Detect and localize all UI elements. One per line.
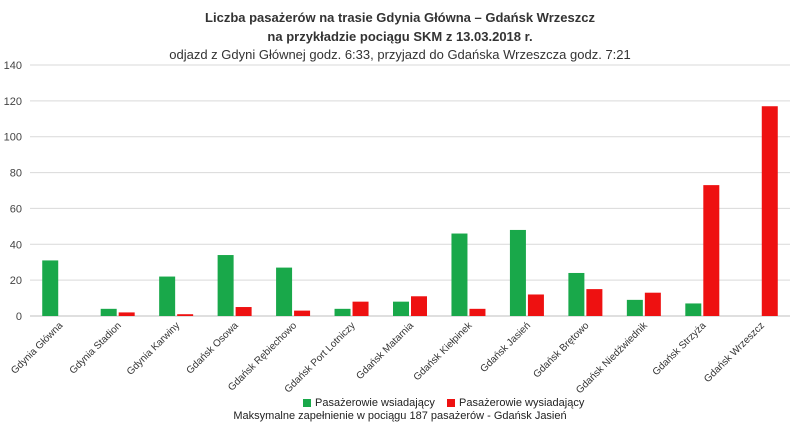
bar-boarding bbox=[334, 308, 351, 316]
legend-label-boarding: Pasażerowie wsiadający bbox=[315, 397, 435, 409]
legend-swatch-alighting bbox=[447, 399, 455, 407]
bar-boarding bbox=[626, 299, 643, 316]
bar-alighting bbox=[235, 307, 252, 316]
y-tick-label: 20 bbox=[10, 275, 22, 287]
x-tick-label: Gdańsk Osowa bbox=[185, 320, 241, 376]
bar-boarding bbox=[159, 276, 176, 316]
y-tick-label: 40 bbox=[10, 239, 22, 251]
x-tick-label: Gdynia Główna bbox=[9, 320, 65, 376]
bar-alighting bbox=[469, 308, 486, 316]
bar-boarding bbox=[217, 255, 234, 316]
bar-alighting bbox=[118, 312, 135, 316]
bar-alighting bbox=[177, 314, 194, 316]
bar-boarding bbox=[451, 233, 468, 316]
legend-item-boarding: Pasażerowie wsiadający bbox=[303, 397, 435, 409]
x-tick-label: Gdańsk Brętowo bbox=[531, 320, 591, 380]
x-tick-label: Gdańsk Wrzeszcz bbox=[702, 320, 767, 385]
bar-alighting bbox=[527, 294, 544, 316]
chart-title: Liczba pasażerów na trasie Gdynia Główna… bbox=[205, 10, 595, 25]
bar-boarding bbox=[393, 301, 409, 316]
x-tick-label: Gdańsk Strzyża bbox=[651, 320, 709, 378]
y-tick-label: 60 bbox=[10, 203, 22, 215]
bar-alighting bbox=[586, 289, 603, 316]
bar-alighting bbox=[352, 301, 369, 316]
bar-alighting bbox=[644, 292, 661, 316]
bar-alighting bbox=[761, 106, 778, 316]
y-tick-label: 120 bbox=[4, 96, 22, 108]
y-tick-label: 0 bbox=[16, 311, 22, 323]
y-tick-label: 100 bbox=[4, 132, 22, 144]
x-tick-label: Gdynia Karwiny bbox=[125, 320, 182, 377]
bar-boarding bbox=[100, 308, 117, 316]
legend-item-alighting: Pasażerowie wysiadający bbox=[447, 397, 584, 409]
legend-swatch-boarding bbox=[303, 399, 311, 407]
x-tick-label: Gdańsk Matarnia bbox=[354, 320, 416, 382]
bar-alighting bbox=[294, 310, 311, 316]
bar-boarding bbox=[685, 303, 702, 316]
bar-boarding bbox=[568, 272, 585, 316]
chart-subtitle: odjazd z Gdyni Głównej godz. 6:33, przyj… bbox=[169, 47, 631, 62]
bar-alighting bbox=[703, 185, 720, 316]
x-tick-label: Gdynia Stadion bbox=[68, 320, 124, 376]
y-tick-label: 140 bbox=[4, 60, 22, 72]
bar-boarding bbox=[42, 260, 59, 316]
bar-alighting bbox=[411, 296, 427, 316]
x-tick-label: Gdańsk Jasień bbox=[478, 320, 533, 375]
y-tick-label: 80 bbox=[10, 168, 22, 180]
legend-label-alighting: Pasażerowie wysiadający bbox=[459, 397, 585, 409]
bar-boarding bbox=[509, 229, 526, 316]
chart-title-line2: na przykładzie pociągu SKM z 13.03.2018 … bbox=[267, 29, 533, 44]
chart-footnote: Maksymalne zapełnienie w pociągu 187 pas… bbox=[233, 410, 567, 422]
bar-boarding bbox=[276, 267, 293, 316]
x-tick-label: Gdańsk Kiełpinek bbox=[412, 320, 476, 384]
